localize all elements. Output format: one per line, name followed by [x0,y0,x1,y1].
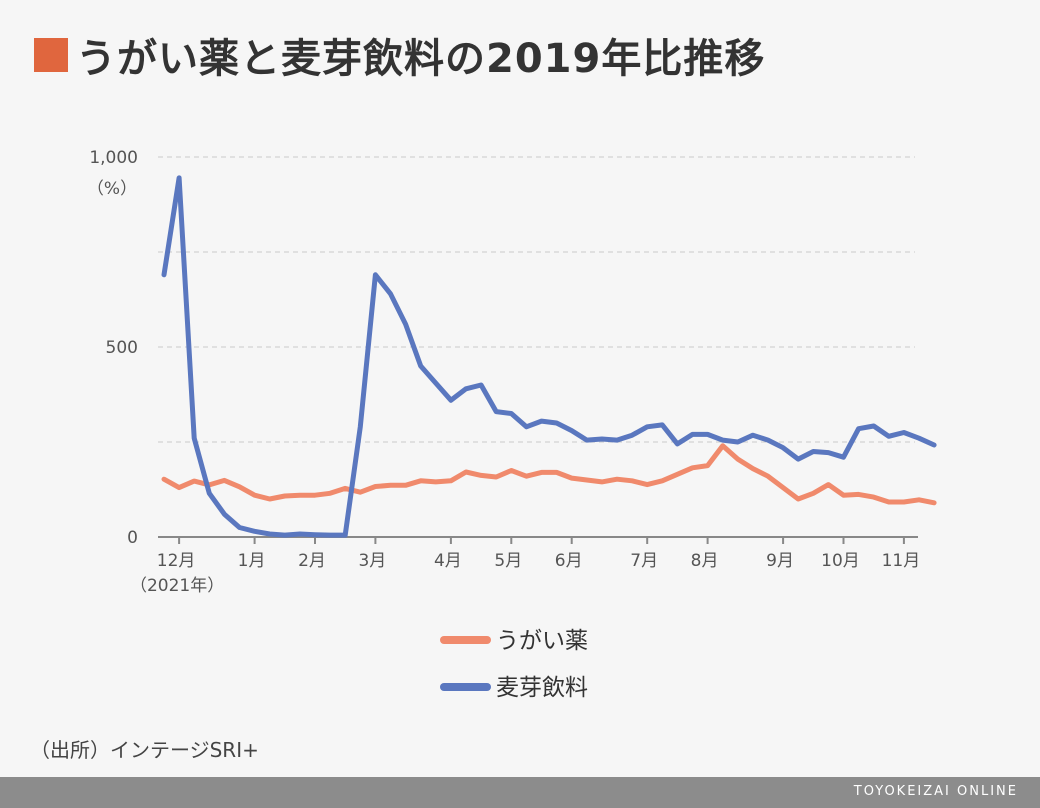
series-line-1 [161,443,937,506]
x-tick-label: 10月 [821,551,860,571]
x-tick-label: 3月 [358,551,386,571]
x-tick-label: 8月 [691,551,719,571]
x-tick-label: 9月 [766,551,794,571]
chart-title: うがい薬と麦芽飲料の2019年比推移 [76,36,766,82]
y-tick-label: 500 [106,338,138,358]
series-line-2 [161,175,937,538]
legend-label: 麦芽飲料 [496,675,588,701]
x-tick-label: 6月 [555,551,583,571]
x-tick-label: 2月 [298,551,326,571]
y-tick-label: 1,000 [89,148,138,168]
x-tick-label: 4月 [434,551,462,571]
title-row: うがい薬と麦芽飲料の2019年比推移 [34,26,765,84]
footer-bar: TOYOKEIZAI ONLINE [0,777,1040,808]
x-axis: 12月 （2021年） 1月 2月 3月 4月 5月 6月 7月 8月 9月 10月 11月 [130,536,921,596]
x-tick-label: 7月 [630,551,658,571]
y-unit-label: （%） [87,179,137,199]
source-note: （出所）インテージSRI+ [30,738,259,762]
x-tick-sublabel: （2021年） [130,576,224,596]
y-tick-label: 0 [127,528,138,548]
x-tick-label: 5月 [494,551,522,571]
grid-lines [158,156,915,443]
x-tick-label: 1月 [238,551,266,571]
series-lines [161,175,937,538]
legend-label: うがい薬 [496,628,588,654]
footer-brand: TOYOKEIZAI ONLINE [853,784,1018,799]
x-tick-label: 11月 [882,551,921,571]
title-accent-square [34,38,68,72]
y-tick-labels: 0 500 1,000 [89,148,138,548]
x-tick-label: 12月 [157,551,196,571]
